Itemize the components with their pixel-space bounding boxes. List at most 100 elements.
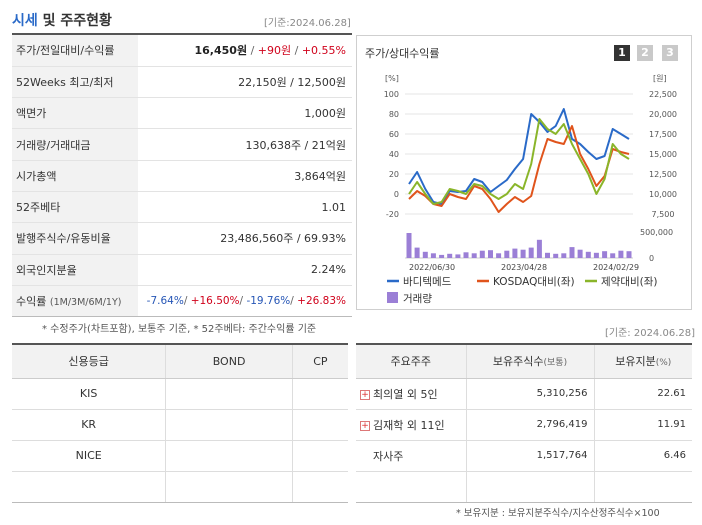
section-title-sub: 및 주주현황 — [42, 13, 112, 29]
volume-bar — [626, 251, 632, 258]
holder-row[interactable]: + 최의열 외 5인 5,310,256 22.61 — [356, 378, 692, 410]
right-tick-label: 12,500 — [649, 170, 677, 179]
returns-label-sub: (1M/3M/6M/1Y) — [49, 297, 122, 309]
quote-row-price: 주가/전일대비/수익률 16,450원 / +90원 / +0.55% — [12, 35, 352, 67]
holders-header-pct-label: 보유지분 — [615, 355, 656, 369]
volume-bar — [479, 250, 485, 258]
returns-label: 수익률 (1M/3M/6M/1Y) — [12, 285, 138, 318]
credit-row: KIS — [12, 378, 348, 410]
holders-header-row: 주요주주 보유주식수(보통) 보유지분(%) — [356, 344, 692, 379]
credit-agency: NICE — [12, 440, 166, 472]
quote-row: 외국인지분율 2.24% — [12, 254, 352, 286]
credit-cp — [291, 471, 348, 503]
right-tick-label: 17,500 — [649, 130, 677, 139]
credit-header-row: 신용등급 BOND CP — [12, 344, 348, 379]
holder-row[interactable]: + 김재학 외 11인 2,796,419 11.91 — [356, 409, 692, 441]
left-axis-unit: [%] — [385, 74, 399, 83]
legend-label: 바디텍메드 — [403, 276, 452, 288]
x-tick-label: 2022/06/30 — [409, 263, 455, 272]
credit-agency: KR — [12, 409, 166, 441]
holders-header-shares: 보유주식수(보통) — [465, 344, 594, 379]
series-line — [408, 125, 630, 213]
quote-row-returns: 수익률 (1M/3M/6M/1Y) -7.64%/ +16.50%/ -19.7… — [12, 285, 352, 318]
credit-cp — [291, 409, 348, 441]
series-line — [408, 118, 630, 205]
left-tick-label: 80 — [389, 110, 399, 119]
period-button-1[interactable]: 1 — [614, 45, 630, 61]
returns-value: -7.64%/ +16.50%/ -19.76%/ +26.83% — [138, 285, 352, 318]
volume-bar — [447, 253, 453, 258]
holder-shares: 2,796,419 — [465, 409, 594, 441]
period-button-3[interactable]: 3 — [662, 45, 678, 61]
holder-shares: 1,517,764 — [465, 440, 594, 472]
volume-bar — [528, 247, 534, 258]
volume-bar — [504, 250, 510, 258]
left-tick-label: 20 — [389, 170, 399, 179]
return-3m: +16.50% — [190, 295, 240, 308]
volume-tick-zero: 0 — [649, 254, 654, 263]
volume-bar — [593, 252, 599, 258]
expand-plus-icon[interactable]: + — [360, 389, 370, 400]
holder-name-cell: + 최의열 외 5인 — [356, 378, 466, 410]
credit-cp — [291, 378, 348, 410]
volume-bar — [561, 253, 567, 258]
credit-rating-table: 신용등급 BOND CP KIS KR NICE — [12, 343, 348, 503]
x-tick-label: 2024/02/29 — [593, 263, 639, 272]
volume-bar — [488, 250, 493, 258]
holder-pct — [593, 471, 692, 503]
holder-name: 김재학 외 11인 — [373, 418, 445, 432]
holder-pct: 11.91 — [593, 409, 692, 441]
x-tick-label: 2023/04/28 — [501, 263, 547, 272]
price-change-rate: +0.55% — [301, 44, 346, 58]
left-tick-label: 40 — [389, 150, 399, 159]
holder-row: +자사주 1,517,764 6.46 — [356, 440, 692, 472]
holders-header-shares-unit: (보통) — [543, 358, 568, 369]
right-tick-label: 22,500 — [649, 90, 677, 99]
legend-swatch-volume — [387, 292, 398, 303]
holders-base-date: [기준: 2024.06.28] — [605, 328, 696, 339]
holder-pct: 6.46 — [593, 440, 692, 472]
credit-row — [12, 471, 348, 503]
quote-value: 1.01 — [138, 191, 352, 224]
quote-value: 16,450원 / +90원 / +0.55% — [138, 35, 352, 67]
quote-table: 주가/전일대비/수익률 16,450원 / +90원 / +0.55% 52We… — [12, 35, 352, 318]
left-tick-label: 60 — [389, 130, 399, 139]
quote-value: 23,486,560주 / 69.93% — [138, 222, 352, 255]
right-tick-label: 20,000 — [649, 110, 677, 119]
volume-bar — [610, 253, 616, 258]
section-title: 시세 및 주주현황 — [12, 10, 112, 30]
credit-header: BOND — [165, 344, 293, 379]
quote-row: 거래량/거래대금 130,638주 / 21억원 — [12, 128, 352, 161]
holder-name: 자사주 — [373, 449, 404, 463]
left-tick-label: 0 — [394, 190, 399, 199]
holder-row — [356, 471, 692, 503]
holder-pct: 22.61 — [593, 378, 692, 410]
credit-bond — [165, 471, 293, 503]
credit-bond — [165, 409, 293, 441]
holder-name-cell: +자사주 — [356, 440, 466, 472]
legend-label: 거래량 — [403, 293, 432, 305]
holder-shares: 5,310,256 — [465, 378, 594, 410]
volume-bar — [439, 254, 445, 258]
quote-row: 발행주식수/유동비율 23,486,560주 / 69.93% — [12, 222, 352, 255]
credit-cp — [291, 440, 348, 472]
period-button-2[interactable]: 2 — [637, 45, 653, 61]
current-price: 16,450원 — [194, 44, 248, 58]
holders-header-pct-unit: (%) — [655, 358, 672, 369]
volume-bar — [463, 252, 469, 258]
credit-row: KR — [12, 409, 348, 441]
major-shareholders-table: 주요주주 보유주식수(보통) 보유지분(%) + 최의열 외 5인 5,310,2… — [356, 343, 692, 503]
quote-label: 주가/전일대비/수익률 — [12, 35, 138, 67]
quote-label: 외국인지분율 — [12, 254, 138, 286]
credit-agency — [12, 471, 166, 503]
expand-plus-icon[interactable]: + — [360, 420, 370, 431]
holder-shares — [465, 471, 594, 503]
quote-value: 1,000원 — [138, 97, 352, 130]
holders-header-shares-label: 보유주식수 — [492, 355, 544, 369]
volume-bar — [406, 233, 412, 258]
quote-value: 22,150원 / 12,500원 — [138, 66, 352, 99]
quote-row: 52주베타 1.01 — [12, 191, 352, 224]
quote-label: 발행주식수/유동비율 — [12, 222, 138, 255]
volume-tick-label: 500,000 — [640, 228, 673, 237]
holder-name: 최의열 외 5인 — [373, 387, 438, 401]
